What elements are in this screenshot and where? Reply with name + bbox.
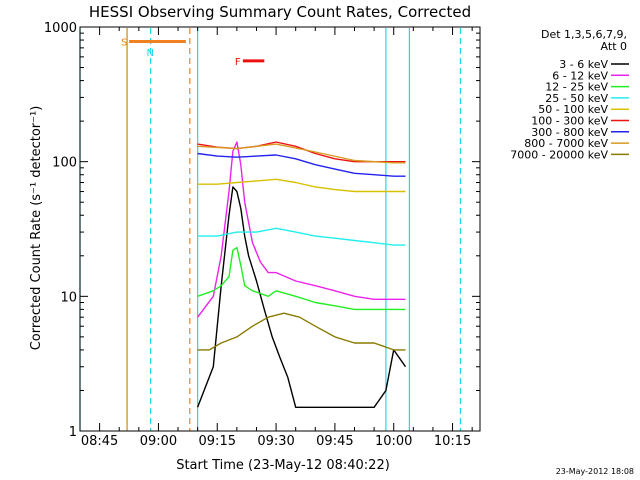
x-tick-label: 10:15 — [434, 434, 471, 449]
legend-entry-label: 12 - 25 keV — [545, 81, 608, 94]
y-axis-label: Corrected Count Rate (s⁻¹ detector⁻¹) — [29, 106, 44, 351]
axes: 1 10 100 1000 08:45 09:00 09:15 09:30 09:45 10:00… — [44, 21, 481, 449]
y-tick-label: 1 — [69, 425, 77, 440]
series-line — [197, 143, 406, 164]
legend-entry-label: 6 - 12 keV — [552, 69, 608, 82]
series-line — [197, 312, 406, 351]
legend-entry-label: 800 - 7000 keV — [524, 137, 608, 150]
flag-label: S — [121, 38, 127, 49]
x-tick-label: 09:30 — [257, 434, 294, 449]
legend-detectors: Det 1,3,5,6,7,9, — [541, 28, 627, 41]
x-tick-label: 08:45 — [81, 434, 118, 449]
legend-entry-label: 25 - 50 keV — [545, 92, 608, 105]
x-axis-label: Start Time (23-May-12 08:40:22) — [176, 458, 390, 473]
x-tick-label: 09:45 — [316, 434, 353, 449]
series-lines — [196, 141, 407, 408]
legend-entry-label: 50 - 100 keV — [538, 103, 608, 116]
y-tick-label: 1000 — [44, 21, 77, 36]
x-tick-label: 10:00 — [375, 434, 412, 449]
series-line — [197, 178, 406, 193]
plot-frame — [79, 26, 481, 432]
legend-entry-label: 3 - 6 keV — [559, 58, 608, 71]
y-tick-label: 100 — [52, 156, 77, 171]
series-line — [197, 152, 406, 177]
legend-entry-label: 7000 - 20000 keV — [510, 148, 608, 161]
flag-label: N — [147, 48, 154, 59]
flag-label: F — [235, 57, 241, 68]
legend-entry-label: 300 - 800 keV — [531, 126, 608, 139]
series-line — [197, 141, 406, 163]
chart-title: HESSI Observing Summary Count Rates, Cor… — [89, 3, 471, 21]
y-tick-label: 10 — [60, 290, 77, 305]
x-tick-label: 09:15 — [199, 434, 236, 449]
series-line — [197, 141, 406, 318]
legend-attenuator: Att 0 — [601, 40, 627, 53]
flag-markers: S N F — [121, 38, 265, 68]
series-line — [197, 227, 406, 246]
series-line — [196, 186, 407, 408]
series-line — [197, 246, 406, 311]
x-tick-label: 09:00 — [140, 434, 177, 449]
legend-entry-label: 100 - 300 keV — [531, 115, 608, 128]
plot-timestamp: 23-May-2012 18:08 — [556, 467, 634, 476]
